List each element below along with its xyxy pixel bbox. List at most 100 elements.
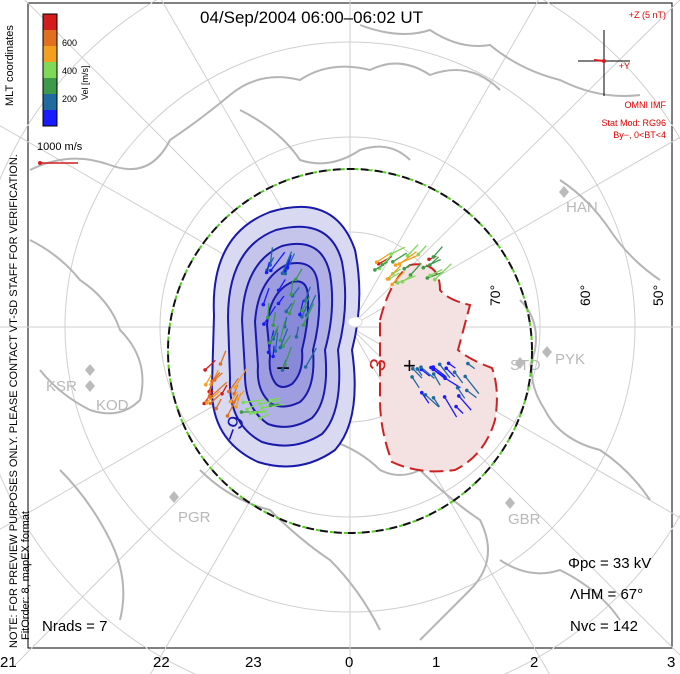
velocity-vector [290, 280, 294, 295]
cross-polar-potential: Φpc = 33 kV [568, 555, 652, 572]
velocity-vector [417, 245, 427, 255]
velocity-vector [204, 359, 216, 371]
lat-label-70: 70° [487, 285, 503, 306]
velocity-vector [284, 253, 295, 274]
velocity-vector-origin [278, 345, 283, 350]
velocity-vector [432, 366, 447, 378]
velocity-vector-origin [374, 260, 379, 265]
velocity-vector [209, 394, 221, 404]
velocity-vector [399, 251, 417, 265]
station-label-sto: STO [510, 357, 541, 374]
velocity-vector-origin [276, 301, 281, 306]
velocity-vector [286, 254, 292, 268]
velocity-vector [411, 376, 420, 389]
mlt-label-23: 23 [245, 654, 262, 671]
velocity-vector-origin [276, 288, 281, 293]
velocity-vector-origin [419, 365, 423, 370]
velocity-vector-origin [264, 270, 269, 275]
velocity-vector [424, 394, 440, 408]
velocity-vector [219, 350, 227, 365]
velocity-vector [270, 251, 286, 271]
velocity-vector-origin [457, 394, 461, 398]
velocity-vector [278, 279, 286, 291]
velocity-vector-origin [393, 263, 398, 267]
velocity-vector-origin [385, 277, 390, 281]
velocity-vector-origin [228, 399, 233, 404]
velocity-vector-origin [203, 368, 207, 372]
velocity-vector [407, 244, 419, 257]
velocity-vector [281, 251, 293, 274]
colorbar-tick-600: 600 [62, 38, 78, 48]
coordinates-label: MLT coordinates [4, 25, 16, 106]
velocity-vector-origin [405, 253, 410, 258]
velocity-vector [234, 368, 247, 388]
velocity-vector-origin [427, 257, 431, 262]
station-label-pyk: PYK [555, 351, 585, 368]
station-label-gbr: GBR [508, 511, 541, 528]
velocity-vector [267, 302, 270, 318]
velocity-vector-origin [289, 292, 293, 297]
velocity-vector [464, 375, 480, 395]
velocity-vector-origin [225, 414, 230, 418]
velocity-vector-origin [298, 312, 302, 317]
velocity-vector [263, 305, 277, 325]
velocity-vector [269, 247, 274, 266]
velocity-vector-origin [218, 362, 223, 366]
velocity-vector [250, 409, 268, 414]
station-label-ksr: KSR [46, 378, 77, 395]
velocity-vector-origin [442, 395, 447, 399]
velocity-vector [304, 286, 312, 301]
velocity-vector [306, 294, 317, 316]
velocity-vector [302, 303, 315, 326]
velocity-vector [279, 328, 289, 348]
imf-scale: +Z (5 nT) [628, 10, 666, 20]
colorbar-tick-200: 200 [62, 94, 78, 104]
velocity-vector [265, 261, 271, 273]
velocity-vector [229, 391, 239, 402]
velocity-vector-origin [210, 379, 214, 384]
velocity-vector-origin [452, 370, 457, 375]
velocity-vector-origin [433, 277, 437, 282]
velocity-vector-origin [204, 382, 208, 387]
velocity-vector-origin [421, 265, 426, 270]
velocity-vector-origin [278, 338, 283, 343]
velocity-vector [272, 311, 277, 326]
velocity-vector [299, 299, 304, 315]
velocity-vector-origin [262, 322, 266, 326]
station-label-pgr: PGR [178, 509, 211, 526]
scale-vector-label: 1000 m/s [37, 141, 83, 153]
mlt-label-22: 22 [153, 654, 170, 671]
velocity-vector [466, 389, 477, 399]
velocity-vector-origin [268, 341, 272, 345]
velocity-vector-origin [271, 323, 276, 328]
velocity-vector-origin [241, 400, 246, 405]
velocity-vector-origin [431, 396, 436, 400]
mlt-label-2: 2 [530, 654, 539, 671]
velocity-vectors [202, 244, 480, 421]
velocity-vector-origin [416, 252, 421, 257]
velocity-vector [433, 373, 441, 386]
velocity-vector [445, 367, 456, 378]
velocity-vector [423, 258, 441, 269]
velocity-vector [282, 335, 292, 347]
lat-label-50: 50° [650, 285, 666, 306]
fitorder-note: FitOrder: 8, mapEX format [20, 511, 32, 640]
velocity-vector-origin [287, 311, 292, 316]
velocity-vector-origin [397, 262, 402, 266]
velocity-vector [206, 390, 221, 403]
velocity-vector-origin [280, 271, 285, 276]
imf-condition: By−, 0<BT<4 [613, 130, 666, 140]
velocity-vector [390, 246, 406, 255]
imf-panel: +Z (5 nT) +Y OMNI IMF Stat Mod: RG96 By−… [550, 8, 670, 158]
velocity-vector-origin [284, 309, 289, 314]
velocity-vector-origin [300, 308, 304, 313]
velocity-vector-origin [391, 260, 395, 264]
radar-count: Nrads = 7 [42, 618, 108, 635]
velocity-vector-origin [373, 268, 377, 272]
velocity-vector-origin [233, 385, 238, 390]
pos-contour-label: 3 [364, 356, 391, 372]
velocity-vector-origin [395, 281, 400, 285]
velocity-vector [235, 392, 242, 408]
velocity-vector [391, 271, 405, 285]
velocity-vector [376, 252, 391, 263]
